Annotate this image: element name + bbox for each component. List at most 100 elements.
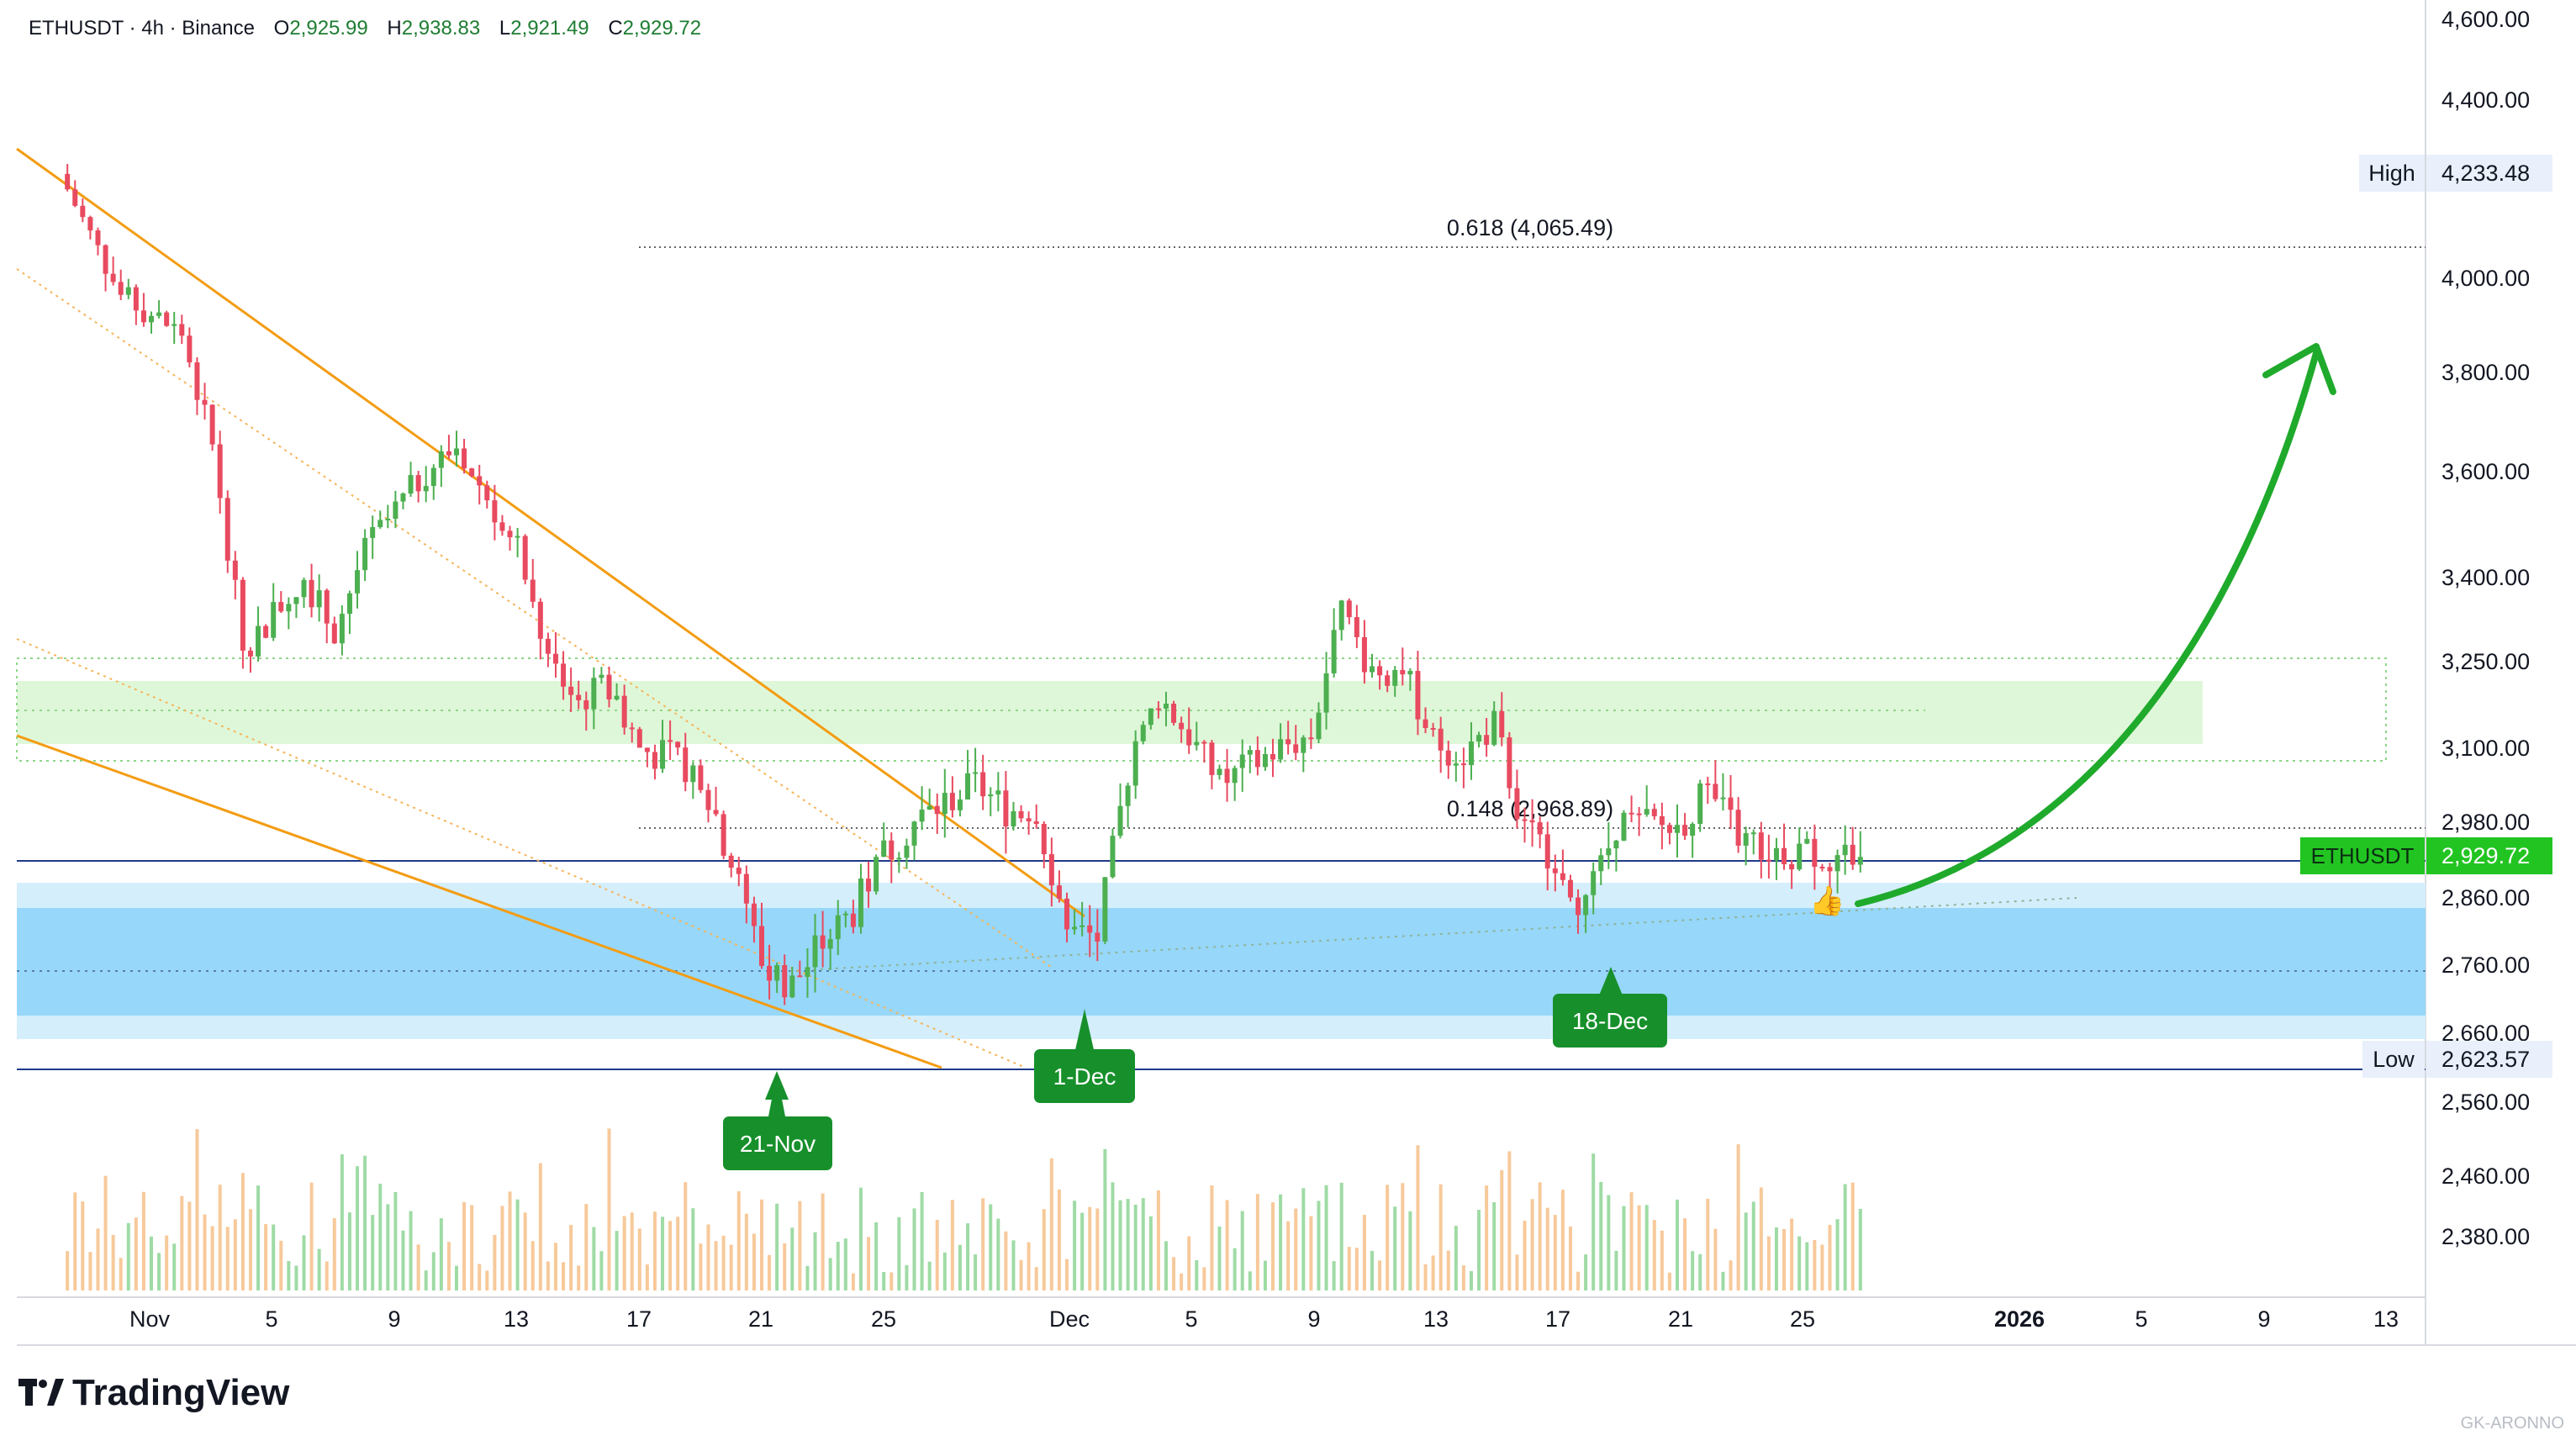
svg-text:ETHUSDT: ETHUSDT [2311,843,2415,868]
trendline-upper [16,147,1085,918]
volume-bar [1744,1212,1748,1290]
volume-bar [905,1264,909,1290]
tradingview-logo-icon [18,1379,64,1406]
volume-bar [661,1216,665,1290]
volume-bar [1545,1207,1549,1290]
candle-body [1613,840,1619,849]
x-tick-label: 13 [2373,1306,2399,1332]
candle-body [140,310,146,323]
author-watermark: GK-ARONNO [2460,1414,2564,1433]
volume-bar [1446,1250,1450,1290]
volume-bar [485,1270,489,1290]
volume-bar [157,1253,161,1290]
svg-text:4,233.48: 4,233.48 [2441,161,2530,186]
volume-bar [165,1235,169,1290]
candle-body [713,810,719,815]
volume-bar [126,1222,130,1290]
volume-bar [1485,1185,1489,1290]
volume-bar [1736,1144,1740,1290]
price-axis[interactable]: 4,600.00 4,400.00 4,000.00 3,800.00 3,600.00… [2441,7,2530,1249]
volume-bar [1042,1209,1046,1290]
volume-bar [401,1230,405,1290]
candle-body [1247,750,1253,755]
y-tick-label: 3,600.00 [2441,459,2530,484]
candle-body [934,805,940,815]
volume-bar [867,1237,871,1290]
candle-body [1064,898,1069,930]
candle-body [1797,843,1803,870]
volume-bar [744,1213,748,1290]
volume-bar [798,1201,802,1290]
volume-bar [439,1218,443,1290]
candle-body [660,740,666,769]
volume-bar [981,1198,985,1290]
y-tick-label: 2,980.00 [2441,810,2530,835]
svg-text:High: High [2368,161,2415,186]
volume-bar [1667,1272,1671,1290]
volume-bar [332,1217,336,1290]
volume-bar [340,1154,344,1290]
volume-bar [1301,1188,1306,1290]
volume-bar [1431,1255,1435,1290]
volume-bar [1202,1267,1206,1290]
volume-bar [721,1235,726,1290]
candle-body [881,840,887,858]
volume-bar [1401,1183,1405,1290]
candle-body [1576,897,1581,916]
candle-body [1285,739,1291,745]
candle-body [1232,768,1238,784]
candle-body [980,772,986,797]
volume-bar [691,1208,695,1290]
volume-bar [599,1251,604,1290]
symbol-label: ETHUSDT · 4h · Binance [29,17,255,40]
candle-body [1308,737,1314,740]
y-tick-label: 2,860.00 [2441,885,2530,910]
candle-body [690,765,696,783]
volume-bar [1164,1241,1168,1290]
fib-0618-label: 0.618 (4,065.49) [1447,215,1613,240]
volume-bar [1271,1202,1275,1290]
candle-body [1812,838,1818,868]
candle-body [1552,868,1558,873]
candle-body [1140,725,1146,741]
volume-bar [1386,1185,1390,1290]
volume-bar [287,1260,291,1290]
candle-body [973,772,979,774]
candle-body [172,324,177,326]
volume-bar [1759,1187,1763,1290]
candle-body [1194,741,1200,746]
volume-bar [920,1191,924,1290]
volume-bar [1088,1206,1092,1290]
candle-body [736,868,742,874]
candle-body [1011,810,1016,827]
volume-bar [81,1201,85,1290]
candle-body [988,794,994,797]
candle-body [164,312,170,326]
candle-body [1468,741,1474,766]
volume-bar [1217,1226,1222,1290]
volume-bar [1370,1250,1374,1290]
volume-bar [1805,1242,1809,1290]
candle-body [904,845,910,858]
candle-body [874,857,879,892]
time-axis[interactable]: Nov 5 9 13 17 21 25 Dec 5 9 13 17 21 25 2026 5 9 13 [129,1306,2399,1332]
volume-bar [1721,1271,1725,1290]
tradingview-logo[interactable]: TradingView [18,1372,289,1414]
candle-body [1392,669,1398,686]
candle-body [1834,855,1840,872]
volume-bar [805,1265,810,1290]
candle-body [462,448,467,469]
candle-body [866,879,872,892]
candle-body [698,765,704,790]
x-tick-label: 13 [1423,1306,1449,1332]
projection-arrow-head [2262,343,2336,395]
y-tick-label: 3,100.00 [2441,736,2530,761]
volume-bar [195,1129,199,1290]
candle-body [247,650,253,657]
candle-body [1705,783,1711,785]
volume-bar [1103,1148,1107,1290]
candle-body [1048,853,1054,886]
volume-bar [1629,1192,1634,1290]
projection-arrow [1855,350,2320,907]
